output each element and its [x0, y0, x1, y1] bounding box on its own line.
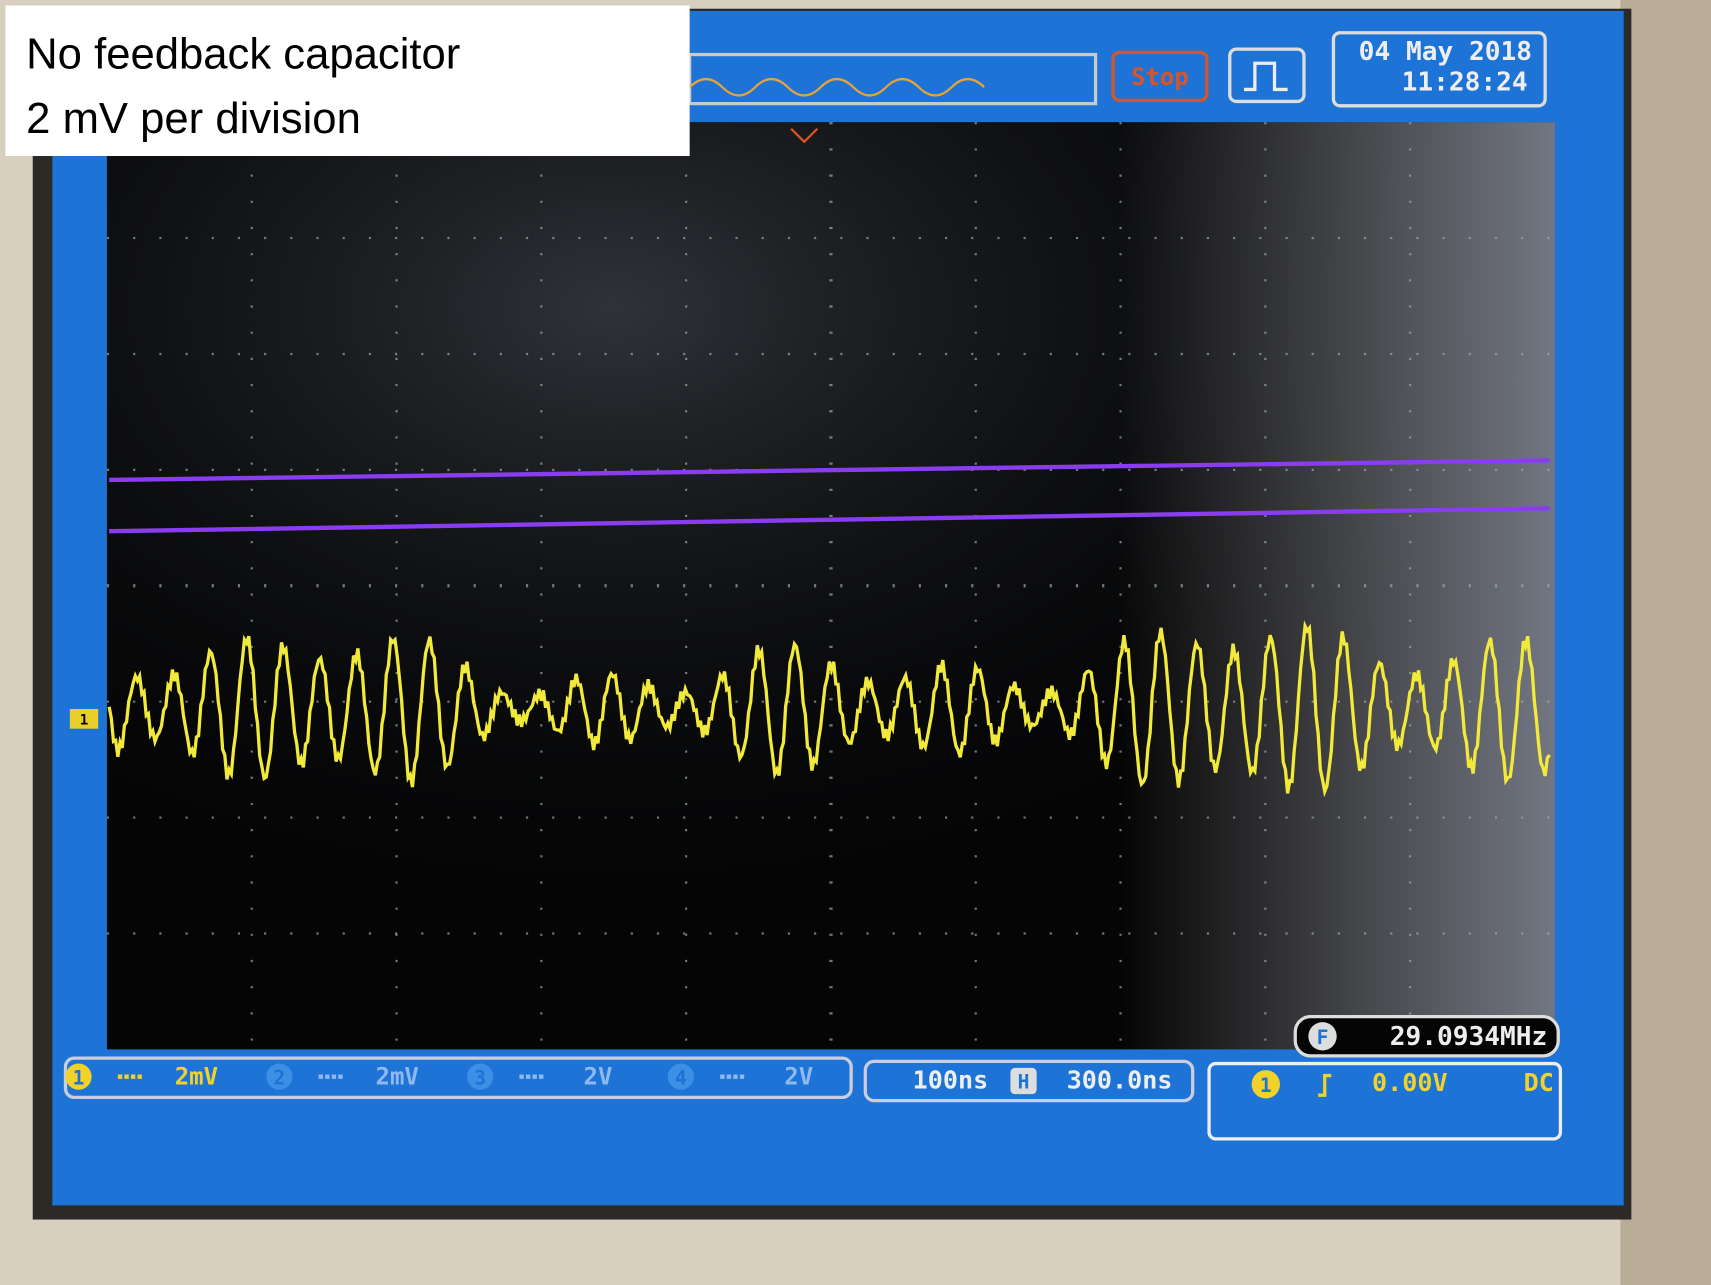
page: 1 Stop 04 May 2018 11:28:24 F 29.0934MHz…: [0, 0, 1711, 1285]
scope-photo: 1 Stop 04 May 2018 11:28:24 F 29.0934MHz…: [0, 0, 1711, 1285]
channel-scale: 2mV: [376, 1062, 419, 1090]
channel-number: 4: [675, 1066, 687, 1089]
channel-number: 1: [73, 1066, 85, 1089]
trigger-level: 0.00V: [1372, 1068, 1448, 1097]
timebase-scale: 100ns: [913, 1066, 989, 1095]
channel-scale: 2V: [584, 1062, 613, 1090]
date: 04 May 2018: [1359, 37, 1532, 67]
bezel-side: [1620, 0, 1711, 1285]
annotation-line: No feedback capacitor: [26, 30, 460, 79]
run-state: Stop: [1131, 63, 1189, 91]
channel-marker-label: 1: [80, 712, 89, 728]
time: 11:28:24: [1402, 68, 1528, 98]
trigger-channel: 1: [1260, 1074, 1272, 1097]
timebase-delay: 300.0ns: [1067, 1066, 1173, 1095]
channel-scale: 2mV: [175, 1062, 218, 1090]
channel-number: 2: [273, 1066, 285, 1089]
timebase-icon: H: [1018, 1071, 1030, 1094]
frequency-value: 29.0934MHz: [1390, 1022, 1548, 1052]
channel-scale: 2V: [784, 1062, 813, 1090]
trigger-coupling: DC: [1524, 1068, 1554, 1097]
channel-number: 3: [474, 1066, 486, 1089]
frequency-icon: F: [1317, 1026, 1329, 1049]
annotation-line: 2 mV per division: [26, 94, 361, 143]
glare-right: [107, 122, 1555, 1049]
